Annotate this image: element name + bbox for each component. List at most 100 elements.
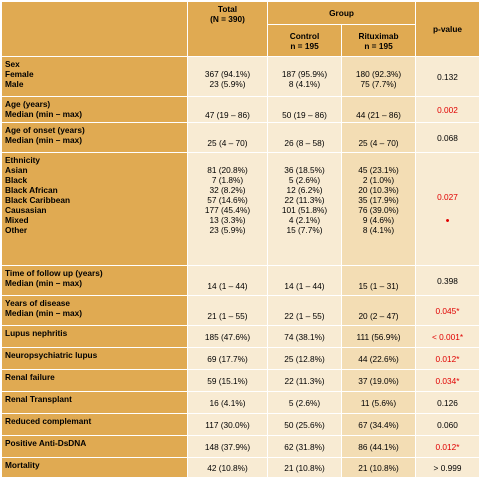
table-row: Lupus nephritis 185 (47.6%) 74 (38.1%) 111 … bbox=[1, 325, 480, 348]
row-label: Lupus nephritis bbox=[5, 328, 68, 338]
row-sublabel: Causasian bbox=[5, 205, 47, 215]
rituximab-value: 111 (56.9%) bbox=[356, 331, 401, 342]
rituximab-cell: 86 (44.1%) bbox=[340, 435, 417, 458]
header-rituximab-n: n = 195 bbox=[364, 40, 393, 51]
control-value: 26 (8 – 58) bbox=[284, 137, 325, 148]
characteristics-table: Total (N = 390) Group p-value Control n … bbox=[1, 1, 480, 478]
total-cell: 81 (20.8%) 7 (1.8%) 32 (8.2%) 57 (14.6%) 177… bbox=[187, 152, 268, 266]
rituximab-cell: 11 (5.6%) bbox=[340, 391, 417, 414]
pvalue: 0.045* bbox=[435, 305, 460, 316]
row-label: Ethnicity bbox=[5, 155, 41, 165]
rituximab-cell: 67 (34.4%) bbox=[340, 413, 417, 436]
row-label-cell: Neuropsychiatric lupus bbox=[1, 347, 188, 370]
row-label: Renal failure bbox=[5, 372, 55, 382]
header-total-n: (N = 390) bbox=[210, 14, 245, 24]
rituximab-value: 45 (23.1%) bbox=[358, 165, 399, 175]
table-row: Years of disease Median (min – max) 21 (1 … bbox=[1, 295, 480, 326]
header-blank-cell bbox=[1, 1, 188, 57]
header-pvalue: p-value bbox=[415, 1, 480, 57]
total-cell: 16 (4.1%) bbox=[187, 391, 268, 414]
row-label: Mortality bbox=[5, 460, 40, 470]
rituximab-cell: 180 (92.3%) 75 (7.7%) bbox=[340, 56, 417, 97]
rituximab-value: 75 (7.7%) bbox=[360, 79, 397, 89]
control-value: 22 (1 – 55) bbox=[284, 310, 325, 321]
rituximab-value: 180 (92.3%) bbox=[355, 69, 402, 79]
row-label: Age (years) bbox=[5, 99, 51, 109]
pvalue-note: • bbox=[445, 215, 450, 227]
total-value: 47 (19 – 86) bbox=[205, 109, 250, 120]
row-label: Renal Transplant bbox=[5, 394, 72, 404]
total-value: 14 (1 – 44) bbox=[207, 280, 248, 291]
control-cell: 62 (31.8%) bbox=[267, 435, 342, 458]
control-value: 22 (11.3%) bbox=[284, 195, 325, 205]
rituximab-value: 25 (4 – 70) bbox=[358, 137, 399, 148]
total-cell: 69 (17.7%) bbox=[187, 347, 268, 370]
row-label-cell: Renal Transplant bbox=[1, 391, 188, 414]
table-row: Time of follow up (years) Median (min – m… bbox=[1, 265, 480, 296]
pvalue: 0.060 bbox=[437, 419, 458, 430]
row-sublabel: Other bbox=[5, 225, 28, 235]
pvalue-cell: 0.126 bbox=[415, 391, 480, 414]
pvalue-cell: 0.045* bbox=[415, 295, 480, 326]
row-sublabel: Median (min – max) bbox=[5, 308, 82, 318]
control-value: 4 (2.1%) bbox=[288, 215, 321, 225]
total-value: 69 (17.7%) bbox=[207, 353, 248, 364]
header-control: Control n = 195 bbox=[267, 24, 342, 57]
control-value: 12 (6.2%) bbox=[286, 185, 323, 195]
pvalue-cell: 0.398 bbox=[415, 265, 480, 296]
total-value: 367 (94.1%) bbox=[204, 69, 251, 79]
rituximab-value: 9 (4.6%) bbox=[362, 215, 395, 225]
row-sublabel: Male bbox=[5, 79, 24, 89]
pvalue: < 0.001* bbox=[431, 331, 464, 342]
row-sublabel: Black African bbox=[5, 185, 58, 195]
control-value: 74 (38.1%) bbox=[284, 331, 325, 342]
row-sublabel: Asian bbox=[5, 165, 28, 175]
total-value: 185 (47.6%) bbox=[204, 331, 251, 342]
rituximab-value: 76 (39.0%) bbox=[358, 205, 399, 215]
total-cell: 367 (94.1%) 23 (5.9%) bbox=[187, 56, 268, 97]
table-body: Sex Female Male 367 (94.1%) 23 (5.9%) 187 (95… bbox=[1, 56, 480, 478]
total-value: 25 (4 – 70) bbox=[207, 137, 248, 148]
control-value: 36 (18.5%) bbox=[284, 165, 325, 175]
rituximab-value: 21 (10.8%) bbox=[358, 462, 399, 473]
rituximab-cell: 20 (2 – 47) bbox=[340, 295, 417, 326]
control-value: 187 (95.9%) bbox=[281, 69, 328, 79]
row-sublabel: Median (min – max) bbox=[5, 109, 82, 119]
control-value: 5 (2.6%) bbox=[288, 175, 321, 185]
rituximab-value: 20 (2 – 47) bbox=[358, 310, 399, 321]
row-label: Years of disease bbox=[5, 298, 71, 308]
pvalue: 0.398 bbox=[437, 275, 458, 286]
pvalue-cell: < 0.001* bbox=[415, 325, 480, 348]
total-value: 21 (1 – 55) bbox=[207, 310, 248, 321]
rituximab-cell: 45 (23.1%) 2 (1.0%) 20 (10.3%) 35 (17.9%) 76… bbox=[340, 152, 417, 266]
total-value: 57 (14.6%) bbox=[207, 195, 248, 205]
total-value: 59 (15.1%) bbox=[207, 375, 248, 386]
row-label-cell: Years of disease Median (min – max) bbox=[1, 295, 188, 326]
rituximab-cell: 44 (21 – 86) bbox=[340, 96, 417, 123]
table-row: Renal Transplant 16 (4.1%) 5 (2.6%) 11 (5.6… bbox=[1, 391, 480, 414]
total-cell: 21 (1 – 55) bbox=[187, 295, 268, 326]
pvalue: 0.126 bbox=[437, 397, 458, 408]
control-cell: 187 (95.9%) 8 (4.1%) bbox=[267, 56, 342, 97]
table-row: Age (years) Median (min – max) 47 (19 – 86… bbox=[1, 96, 480, 123]
pvalue: 0.132 bbox=[437, 71, 458, 82]
total-value: 32 (8.2%) bbox=[209, 185, 246, 195]
rituximab-value: 44 (22.6%) bbox=[358, 353, 399, 364]
rituximab-cell: 37 (19.0%) bbox=[340, 369, 417, 392]
header-rituximab-label: Rituximab bbox=[358, 30, 399, 41]
control-value: 14 (1 – 44) bbox=[284, 280, 325, 291]
total-cell: 59 (15.1%) bbox=[187, 369, 268, 392]
pvalue-cell: 0.002 bbox=[415, 96, 480, 123]
control-cell: 26 (8 – 58) bbox=[267, 122, 342, 153]
table-row: Mortality 42 (10.8%) 21 (10.8%) 21 (10.8%) >… bbox=[1, 457, 480, 478]
rituximab-cell: 25 (4 – 70) bbox=[340, 122, 417, 153]
control-value: 15 (7.7%) bbox=[286, 225, 323, 235]
table-row: Reduced complemant 117 (30.0%) 50 (25.6%) 6… bbox=[1, 413, 480, 436]
control-cell: 5 (2.6%) bbox=[267, 391, 342, 414]
control-cell: 50 (19 – 86) bbox=[267, 96, 342, 123]
row-sublabel: Median (min – max) bbox=[5, 135, 82, 145]
rituximab-value: 11 (5.6%) bbox=[360, 397, 397, 408]
row-label: Time of follow up (years) bbox=[5, 268, 103, 278]
pvalue: > 0.999 bbox=[433, 462, 462, 473]
rituximab-value: 37 (19.0%) bbox=[358, 375, 399, 386]
